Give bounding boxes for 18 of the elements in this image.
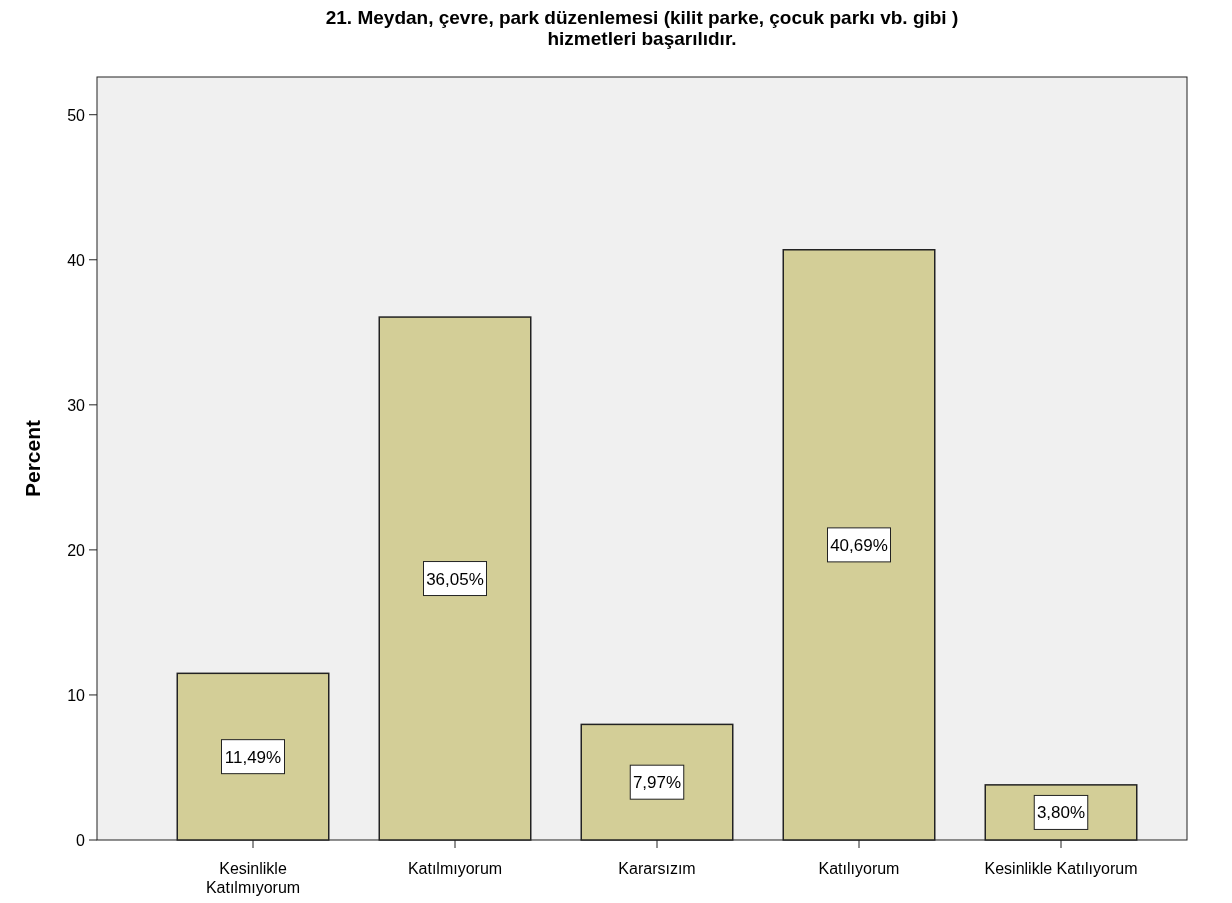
data-label: 40,69% — [830, 535, 888, 555]
x-tick-label: Kararsızım — [618, 860, 696, 877]
y-tick-label: 0 — [76, 832, 86, 849]
data-label: 36,05% — [426, 569, 484, 589]
chart-title: 21. Meydan, çevre, park düzenlemesi (kilit parke, çocuk parkı vb. gibi ) hizmetleri başarılıdır. — [325, 7, 959, 49]
y-tick-label: 30 — [67, 396, 86, 414]
x-tick-label: Katılıyorum — [818, 860, 900, 877]
data-label: 7,97% — [632, 773, 682, 793]
data-label: 3,80% — [1036, 803, 1086, 823]
y-axis-title: Percent — [21, 419, 44, 498]
data-label: 11,49% — [224, 747, 282, 767]
y-tick-label: 40 — [67, 251, 86, 269]
y-tick-label: 10 — [67, 686, 86, 704]
y-tick-label: 20 — [67, 541, 86, 559]
x-tick-label: Kesinlikle Katılıyorum — [984, 860, 1138, 877]
x-tick-label: Katılmıyorum — [407, 860, 503, 877]
x-tick-label: Kesinlikle Katılmıyorum — [205, 860, 301, 896]
y-tick-label: 50 — [67, 106, 86, 124]
